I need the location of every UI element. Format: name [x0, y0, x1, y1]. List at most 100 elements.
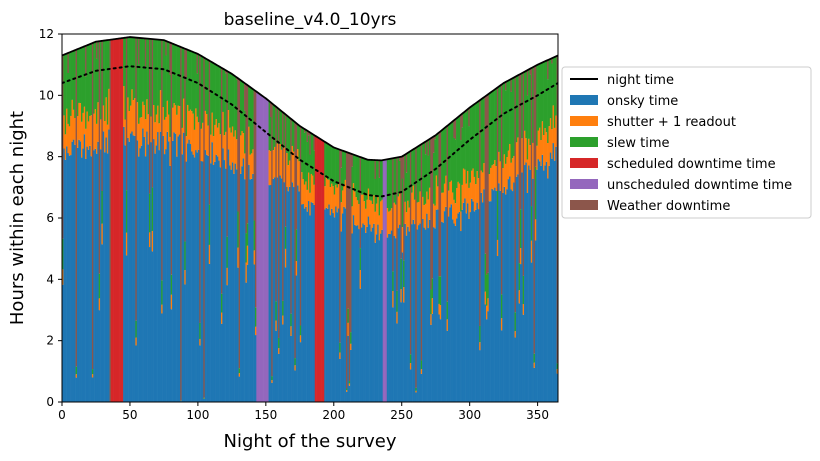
onsky-bar: [335, 206, 337, 402]
weather-bar: [135, 37, 138, 321]
slew-bar: [555, 56, 557, 116]
weather-bar: [396, 157, 398, 291]
onsky-bar: [515, 176, 518, 402]
weather-bar: [378, 160, 381, 178]
shutter-bar: [135, 337, 138, 346]
shutter-bar: [290, 326, 292, 336]
slew-bar: [268, 101, 271, 151]
slew-bar: [105, 40, 108, 98]
onsky-bar: [420, 373, 423, 402]
slew-bar: [161, 280, 163, 305]
slew-bar: [329, 145, 332, 188]
night-time-line: [62, 36, 558, 162]
slew-bar: [185, 78, 188, 137]
shutter-bar: [131, 89, 133, 132]
slew-bar: [503, 82, 506, 155]
downtime-bar: [314, 135, 317, 402]
slew-bar: [456, 118, 458, 189]
onsky-bar: [329, 215, 332, 402]
slew-bar: [427, 155, 430, 200]
slew-bar: [515, 76, 518, 143]
onsky-bar: [521, 172, 523, 402]
slew-bar: [324, 141, 326, 187]
slew-bar: [272, 104, 275, 151]
onsky-bar: [458, 211, 461, 402]
shutter-bar: [63, 115, 66, 149]
shutter-bar: [158, 123, 161, 151]
shutter-bar: [356, 200, 359, 226]
slew-bar: [174, 44, 177, 106]
slew-bar: [492, 90, 495, 165]
onsky-bar: [291, 182, 294, 402]
onsky-bar: [233, 173, 235, 402]
onsky-bar: [419, 223, 422, 402]
shutter-bar: [506, 157, 509, 190]
slew-bar: [286, 115, 288, 154]
slew-bar: [547, 79, 549, 144]
shutter-bar: [488, 174, 491, 202]
shutter-bar: [81, 121, 83, 158]
shutter-bar: [83, 106, 86, 135]
shutter-bar: [443, 183, 446, 212]
shutter-bar: [351, 206, 354, 234]
weather-bar: [487, 94, 489, 273]
slew-bar: [551, 63, 553, 130]
slew-bar: [208, 204, 211, 245]
slew-bar: [524, 71, 526, 131]
onsky-bar: [252, 173, 254, 402]
shutter-bar: [216, 127, 219, 157]
slew-bar: [313, 150, 316, 185]
slew-bar: [91, 369, 94, 375]
shutter-bar: [375, 203, 378, 235]
slew-bar: [135, 320, 138, 338]
slew-bar: [397, 157, 400, 197]
slew-bar: [234, 76, 237, 131]
onsky-bar: [553, 160, 556, 402]
onsky-bar: [552, 143, 555, 402]
onsky-bar: [524, 165, 526, 402]
shutter-bar: [477, 178, 480, 210]
onsky-bar: [87, 149, 90, 402]
weather-bar: [350, 153, 352, 333]
shutter-bar: [138, 123, 140, 157]
onsky-bar: [271, 382, 273, 402]
shutter-bar: [360, 194, 363, 228]
weather-bar: [151, 39, 154, 188]
slew-bar: [544, 61, 547, 129]
onsky-bar: [199, 345, 201, 402]
onsky-bar: [536, 169, 538, 402]
slew-bar: [432, 152, 435, 204]
onsky-bar: [409, 369, 412, 402]
downtime-bar: [317, 137, 320, 402]
onsky-bar: [337, 208, 340, 402]
shutter-bar: [188, 111, 191, 140]
shutter-bar: [530, 240, 533, 263]
weather-bar: [446, 125, 449, 302]
slew-bar: [147, 38, 150, 115]
onsky-bar: [377, 224, 379, 402]
shutter-bar: [207, 125, 210, 156]
slew-bar: [193, 52, 196, 130]
onsky-bar: [462, 202, 465, 402]
shutter-bar: [275, 320, 278, 331]
onsky-bar: [370, 231, 373, 402]
shutter-bar: [408, 207, 411, 232]
weather-bar: [144, 38, 147, 67]
weather-bar: [271, 103, 273, 377]
shutter-bar: [278, 348, 280, 354]
y-tick-label: 8: [46, 150, 54, 164]
slew-bar: [526, 95, 529, 160]
onsky-bar: [328, 204, 331, 402]
shutter-bar: [494, 160, 496, 188]
onsky-bar: [276, 177, 279, 402]
shutter-bar: [223, 135, 226, 161]
weather-bar: [534, 65, 537, 167]
legend-swatch-unscheduled: [570, 179, 598, 189]
slew-bar: [386, 159, 389, 209]
downtime-bar: [382, 159, 385, 402]
shutter-bar: [142, 101, 144, 129]
slew-bar: [390, 158, 393, 209]
onsky-bar: [442, 222, 445, 402]
shutter-bar: [89, 115, 91, 146]
onsky-bar: [293, 187, 295, 402]
